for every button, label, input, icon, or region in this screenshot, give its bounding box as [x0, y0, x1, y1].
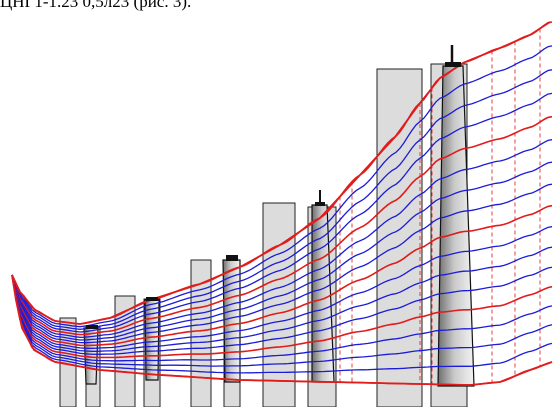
streamline-9	[11, 204, 553, 347]
streamline-4	[11, 92, 553, 333]
casing-rectangles	[59, 63, 468, 407]
streamline-14	[11, 274, 553, 362]
streamline-12	[11, 266, 553, 355]
streamline-7	[11, 161, 553, 341]
blade-profile-2	[144, 299, 160, 381]
top-boundary	[11, 21, 551, 325]
blade-profile-5	[437, 65, 475, 387]
blade-tip-2	[146, 297, 158, 301]
streamline-5	[11, 115, 553, 336]
blade-tip-3	[226, 255, 238, 261]
streamline-2	[11, 45, 553, 328]
streamline-10	[11, 226, 553, 349]
streamline-3	[11, 69, 553, 330]
streamline-13	[11, 274, 553, 359]
blade-tip-4	[315, 202, 325, 206]
streamline-6	[11, 139, 553, 338]
blade-tip-1	[86, 325, 98, 329]
figure-caption: ЦНГ1-1.23 0,5л23 (рис. 3).	[0, 0, 192, 11]
blade-tips	[86, 45, 461, 329]
streamline-15	[11, 274, 553, 367]
streamline-8	[11, 183, 553, 344]
blade-tip-5	[445, 62, 461, 67]
streamline-16	[11, 274, 553, 374]
flowpath-boundaries	[11, 21, 553, 386]
blade-profile-3	[222, 259, 241, 383]
streamline-11	[11, 246, 553, 352]
bottom-boundary	[11, 274, 553, 386]
